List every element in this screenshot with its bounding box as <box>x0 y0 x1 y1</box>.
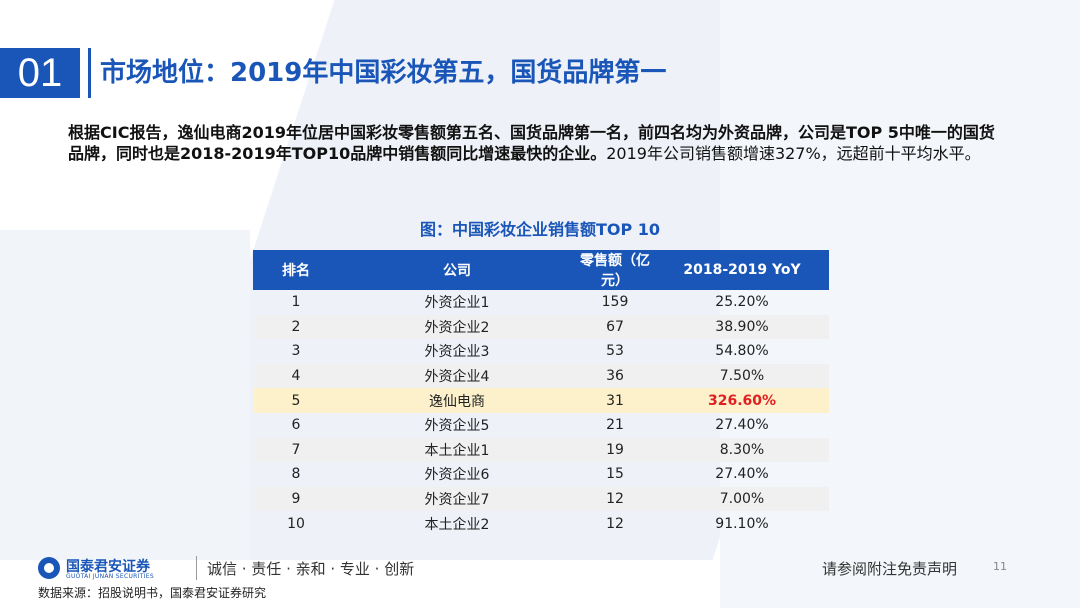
cell-sales: 159 <box>601 294 629 311</box>
logo-emblem-icon <box>38 557 60 579</box>
cell-rank: 9 <box>253 486 339 512</box>
data-source: 数据来源：招股说明书，国泰君安证券研究 <box>38 586 267 600</box>
page-title: 市场地位：2019年中国彩妆第五，国货品牌第一 <box>100 58 667 88</box>
cell-company: 外资企业3 <box>424 344 490 361</box>
table-row-highlighted: 5 逸仙电商 31 326.60% <box>253 388 829 413</box>
cell-company: 逸仙电商 <box>339 388 575 413</box>
cell-sales: 36 <box>575 363 655 389</box>
cell-rank: 2 <box>253 314 339 340</box>
footer-slogan: 诚信 · 责任 · 亲和 · 专业 · 创新 <box>207 560 415 578</box>
cell-company: 外资企业4 <box>339 363 575 389</box>
table-row: 10 本土企业2 12 91.10% <box>253 511 829 536</box>
footer-disclaimer: 请参阅附注免责声明 <box>822 560 958 578</box>
body-paragraph: 根据CIC报告，逸仙电商2019年位居中国彩妆零售额第五名、国货品牌第一名，前四… <box>68 122 1008 164</box>
table-title: 图：中国彩妆企业销售额TOP 10 <box>419 220 661 239</box>
cell-rank: 4 <box>253 363 339 389</box>
cell-yoy: 91.10% <box>715 515 769 532</box>
cell-sales: 12 <box>606 515 624 532</box>
cell-sales: 12 <box>575 486 655 512</box>
page-number: 11 <box>993 560 1007 573</box>
table-row: 4 外资企业4 36 7.50% <box>253 363 829 389</box>
footer-divider <box>196 556 197 580</box>
cell-sales: 67 <box>575 314 655 340</box>
cell-rank: 6 <box>291 417 301 434</box>
cell-company: 本土企业2 <box>424 516 490 533</box>
table-row: 7 本土企业1 19 8.30% <box>253 437 829 463</box>
body-bold-text: 根据CIC报告，逸仙电商2019年位居中国彩妆零售额第五名、国货品牌第一名，前四… <box>68 123 995 163</box>
cell-sales: 19 <box>575 437 655 463</box>
cell-rank: 10 <box>287 515 305 532</box>
cell-sales: 53 <box>606 343 624 360</box>
cell-company: 外资企业2 <box>339 314 575 340</box>
cell-yoy: 25.20% <box>715 294 769 311</box>
cell-yoy: 54.80% <box>715 343 769 360</box>
table-row: 8 外资企业6 15 27.40% <box>253 462 829 487</box>
cell-rank: 8 <box>291 466 301 483</box>
table-header-row: 排名 公司 零售额（亿元） 2018-2019 YoY <box>253 250 829 290</box>
header-company: 公司 <box>339 250 575 290</box>
title-divider <box>88 48 91 98</box>
cell-yoy: 8.30% <box>655 437 829 463</box>
cell-yoy: 7.00% <box>655 486 829 512</box>
cell-company: 外资企业7 <box>339 486 575 512</box>
cell-company: 外资企业5 <box>424 418 490 435</box>
table-row: 1 外资企业1 159 25.20% <box>253 290 829 315</box>
header-yoy: 2018-2019 YoY <box>655 250 829 290</box>
cell-rank: 7 <box>253 437 339 463</box>
cell-company: 本土企业1 <box>339 437 575 463</box>
cell-company: 外资企业1 <box>424 295 490 312</box>
table-row: 9 外资企业7 12 7.00% <box>253 486 829 512</box>
cell-yoy: 27.40% <box>715 417 769 434</box>
sales-ranking-table: 排名 公司 零售额（亿元） 2018-2019 YoY 1 外资企业1 159 … <box>253 250 829 536</box>
table-row: 2 外资企业2 67 38.90% <box>253 314 829 340</box>
header-rank: 排名 <box>253 250 339 290</box>
cell-rank: 5 <box>253 388 339 413</box>
background-shape <box>0 230 250 560</box>
section-number: 01 <box>0 48 80 98</box>
cell-sales: 21 <box>606 417 624 434</box>
cell-company: 外资企业6 <box>424 467 490 484</box>
table-row: 6 外资企业5 21 27.40% <box>253 413 829 438</box>
logo-name: 国泰君安证券 <box>66 559 150 575</box>
logo-english-name: GUOTAI JUNAN SECURITIES <box>66 573 154 580</box>
cell-yoy: 38.90% <box>655 314 829 340</box>
company-logo: 国泰君安证券 GUOTAI JUNAN SECURITIES <box>38 556 198 580</box>
body-normal-text: 2019年公司销售额增速327%，远超前十平均水平。 <box>606 144 981 163</box>
cell-rank: 1 <box>291 294 301 311</box>
cell-yoy-highlighted: 326.60% <box>655 388 829 413</box>
cell-rank: 3 <box>291 343 301 360</box>
cell-sales: 15 <box>606 466 624 483</box>
cell-yoy: 27.40% <box>715 466 769 483</box>
cell-sales: 31 <box>575 388 655 413</box>
cell-yoy: 7.50% <box>655 363 829 389</box>
header-sales: 零售额（亿元） <box>575 250 655 290</box>
table-row: 3 外资企业3 53 54.80% <box>253 339 829 364</box>
